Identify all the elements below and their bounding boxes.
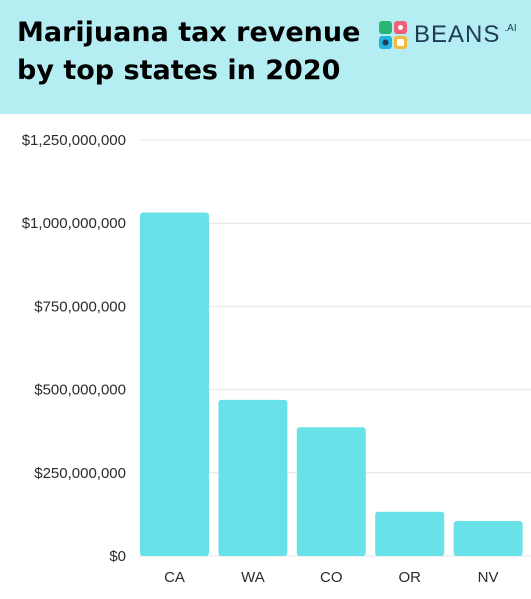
title-line-1: Marijuana tax revenue xyxy=(17,17,361,48)
title-line-2: by top states in 2020 xyxy=(17,55,341,86)
x-tick-label-wa: WA xyxy=(241,569,265,586)
bar-or xyxy=(375,511,445,556)
bar-chart: $0 $250,000,000 $500,000,000 $750,000,000 $1… xyxy=(22,132,531,586)
y-axis-ticks: $0 $250,000,000 $500,000,000 $750,000,000 $1… xyxy=(22,132,126,565)
y-tick-label: $1,000,000,000 xyxy=(22,215,126,232)
x-tick-label-co: CO xyxy=(320,569,343,586)
x-tick-label-nv: NV xyxy=(478,569,499,586)
x-tick-label-ca: CA xyxy=(164,569,185,586)
beans-logo-icon xyxy=(379,21,407,49)
chart-title: Marijuana tax revenue by top states in 2… xyxy=(17,14,377,90)
y-tick-label: $250,000,000 xyxy=(34,465,126,482)
bar-nv xyxy=(453,521,523,556)
logo-suffix: .AI xyxy=(504,22,517,34)
bar-wa xyxy=(218,399,288,556)
bar-co xyxy=(296,427,366,556)
logo-wordmark: BEANS xyxy=(414,21,501,48)
x-tick-label-or: OR xyxy=(398,569,421,586)
bars xyxy=(140,212,523,556)
x-axis-labels: CA WA CO OR NV xyxy=(164,569,498,586)
y-tick-label: $0 xyxy=(109,548,126,565)
header-banner: Marijuana tax revenue by top states in 2… xyxy=(0,0,531,114)
y-tick-label: $750,000,000 xyxy=(34,298,126,315)
y-tick-label: $1,250,000,000 xyxy=(22,132,126,149)
y-tick-label: $500,000,000 xyxy=(34,382,126,399)
bar-ca xyxy=(140,212,209,556)
beans-logo: BEANS .AI xyxy=(378,20,517,50)
